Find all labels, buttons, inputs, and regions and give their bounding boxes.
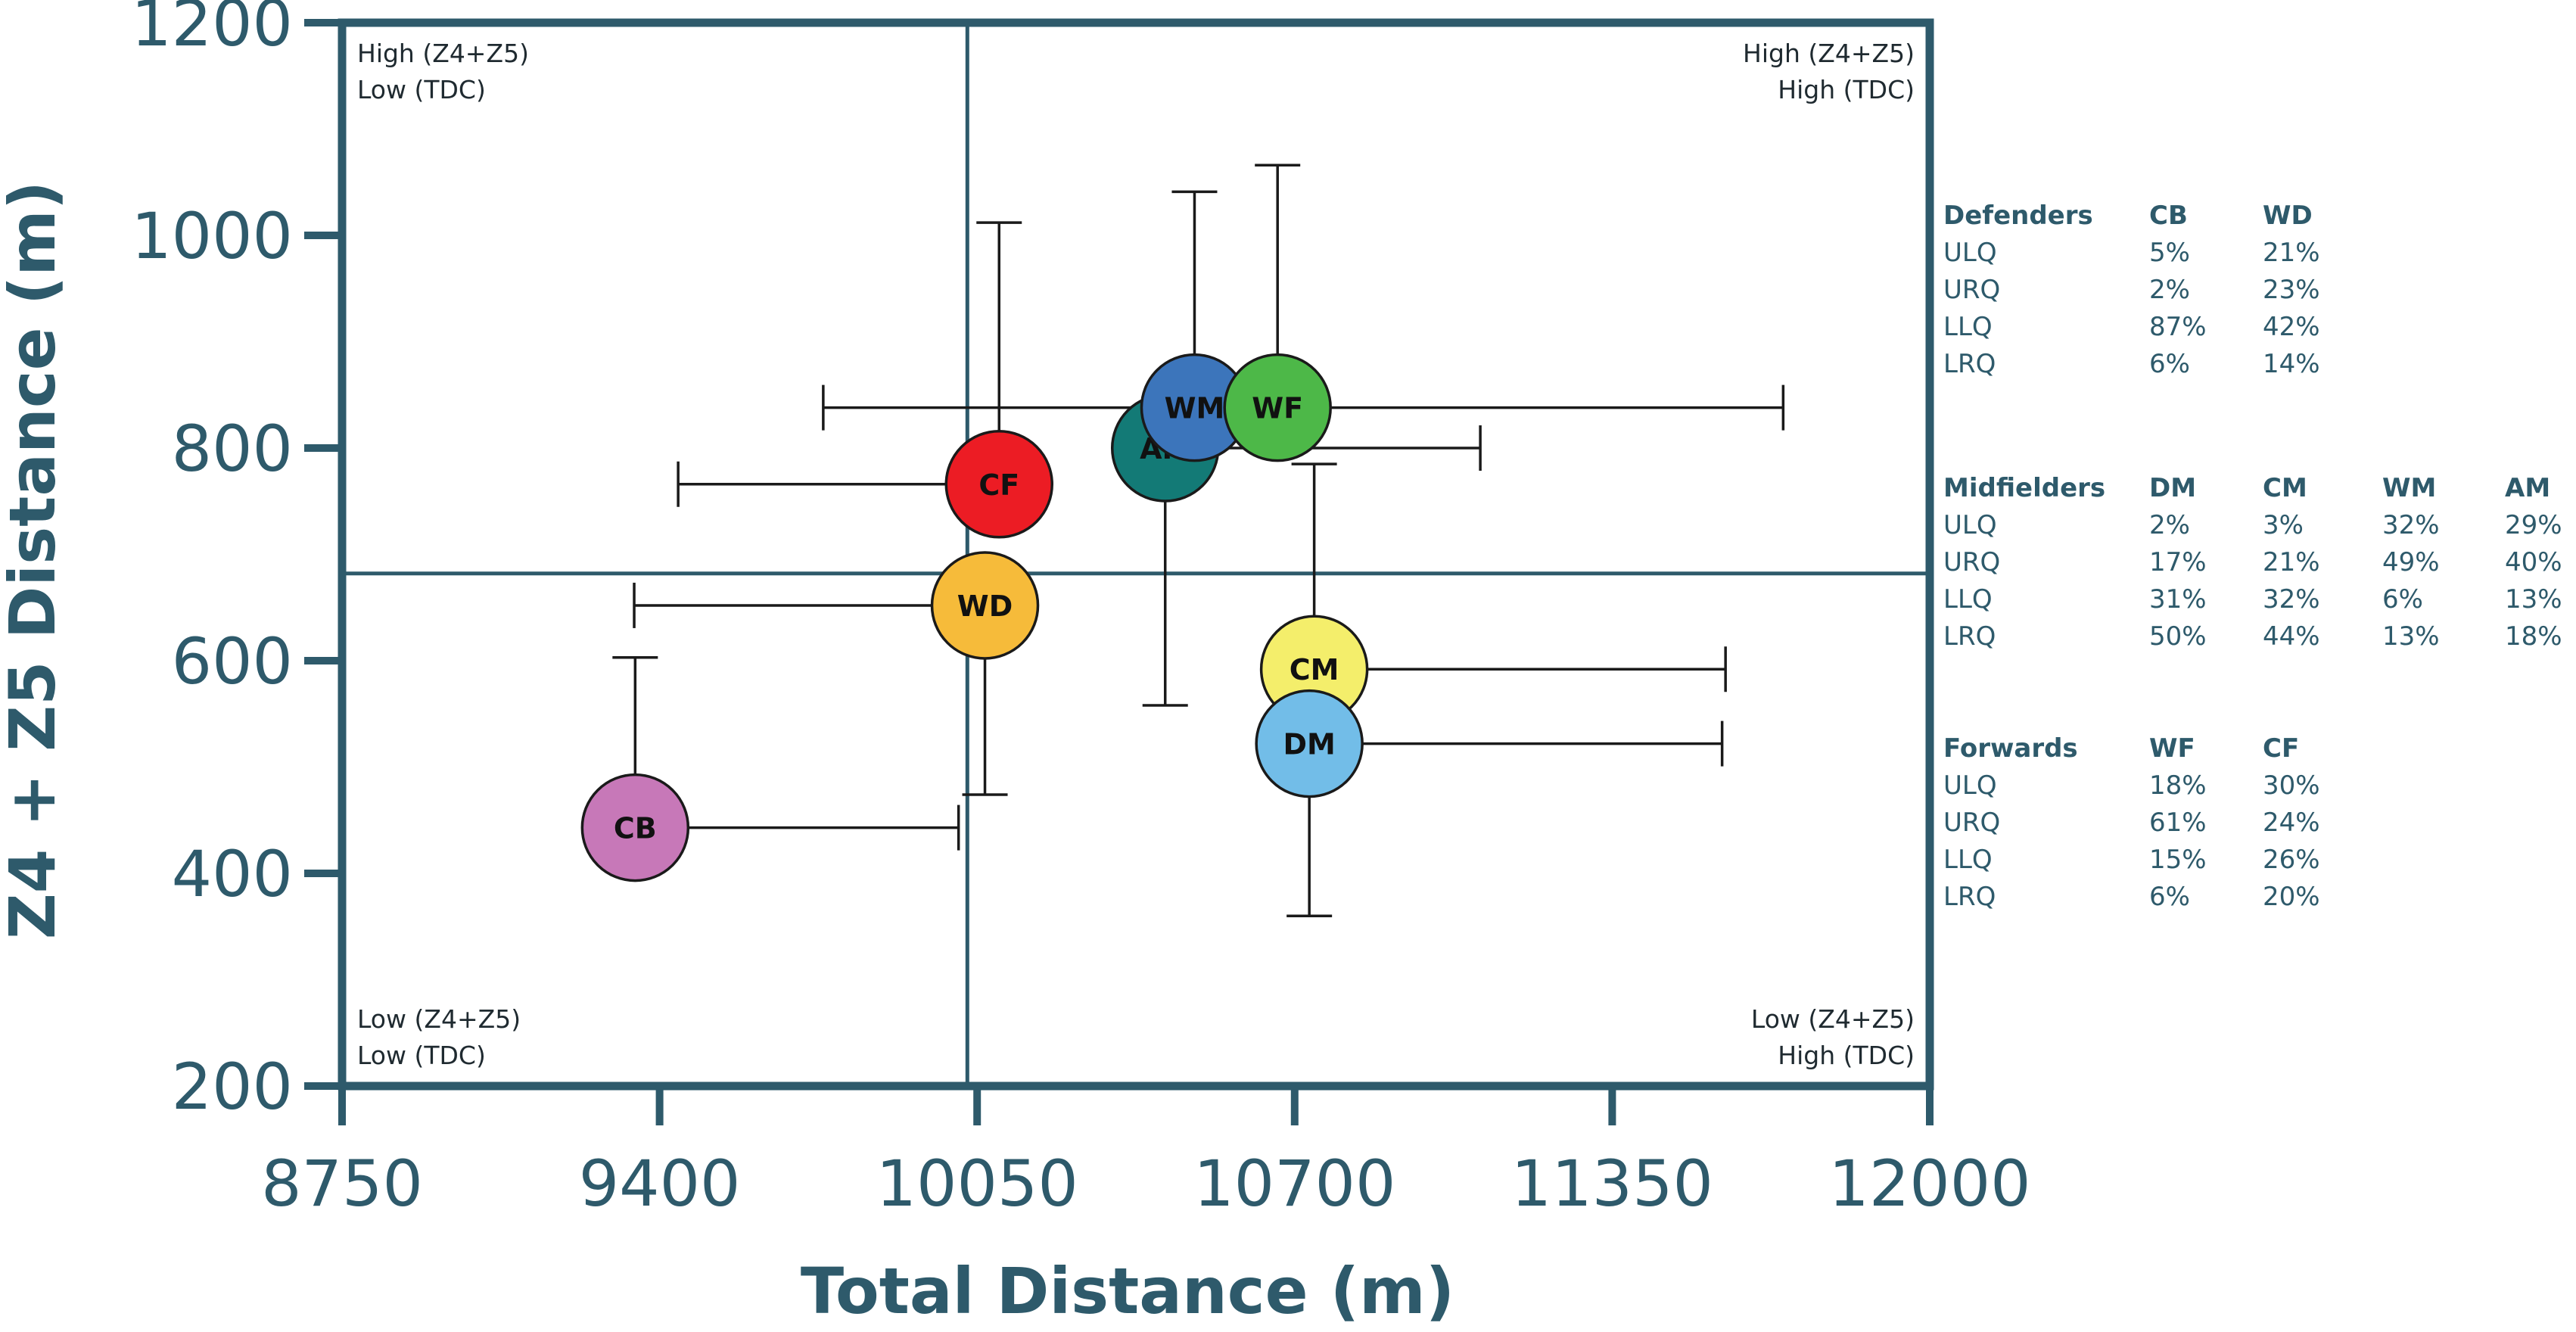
table-cell: 49%: [2382, 547, 2440, 577]
table-header-cell: WM: [2382, 473, 2436, 503]
table-cell: 3%: [2263, 510, 2304, 540]
table-cell: 2%: [2149, 275, 2190, 305]
plot-frame: [338, 18, 1934, 1091]
table-cell: URQ: [1943, 275, 2000, 305]
quadrant-tables: Defenders CB WD ULQ 5% 21% URQ 2% 23% LLQ 87% 42% LR…: [1943, 201, 2562, 912]
x-tick-label: 9400: [579, 1147, 741, 1221]
quadrant-labels: High (Z4+Z5) Low (TDC) High (Z4+Z5) High (T…: [357, 39, 1915, 1070]
table-cell: 40%: [2505, 547, 2562, 577]
quadrant-label-upper-right: High (TDC): [1778, 75, 1915, 104]
table-header-cell: WF: [2149, 733, 2195, 764]
table-cell: 5%: [2149, 238, 2190, 268]
table-cell: URQ: [1943, 547, 2000, 577]
x-tick-label: 10050: [876, 1147, 1078, 1221]
point-wd: [930, 551, 1040, 660]
table-header-cell: Midfielders: [1943, 473, 2105, 503]
table-cell: 17%: [2149, 547, 2207, 577]
x-tick-label: 10700: [1193, 1147, 1395, 1221]
table-cell: 6%: [2149, 882, 2190, 912]
table-header-cell: CF: [2263, 733, 2299, 764]
table-cell: 6%: [2149, 349, 2190, 379]
quadrant-label-upper-left: High (Z4+Z5): [357, 39, 529, 68]
point-cf: [944, 430, 1053, 539]
table-cell: 29%: [2505, 510, 2562, 540]
table-cell: LLQ: [1943, 584, 1993, 615]
table-cell: ULQ: [1943, 770, 1997, 801]
table-cell: 21%: [2263, 238, 2320, 268]
table-cell: 18%: [2149, 770, 2207, 801]
x-tick-label: 8750: [261, 1147, 423, 1221]
x-tick-label: 11350: [1511, 1147, 1713, 1221]
point-label-wf: WF: [1252, 392, 1303, 425]
quadrant-label-upper-left: Low (TDC): [357, 75, 486, 104]
points: CBWDCFAMWMWFCMDM: [580, 353, 1369, 882]
point-wf: [1223, 353, 1332, 462]
point-dm: [1255, 689, 1364, 798]
table-cell: 32%: [2382, 510, 2440, 540]
table-cell: 2%: [2149, 510, 2190, 540]
table-cell: 6%: [2382, 584, 2423, 615]
table-cell: 31%: [2149, 584, 2207, 615]
table-cell: 61%: [2149, 808, 2207, 838]
y-axis-title: Z4 + Z5 Distance (m): [0, 181, 70, 939]
table-cell: LRQ: [1943, 882, 1996, 912]
error-bars: [612, 163, 1785, 917]
tick-layer: 8750 9400 10050 10700 11350 12000 200 400 600 800…: [131, 0, 2030, 1221]
y-tick-label: 400: [172, 837, 293, 911]
table-cell: 21%: [2263, 547, 2320, 577]
point-label-dm: DM: [1283, 728, 1335, 761]
x-axis-title: Total Distance (m): [801, 1254, 1454, 1328]
table-cell: 13%: [2505, 584, 2562, 615]
table-cell: 26%: [2263, 845, 2320, 875]
table-cell: 32%: [2263, 584, 2320, 615]
table-cell: 18%: [2505, 621, 2562, 652]
table-cell: 23%: [2263, 275, 2320, 305]
point-label-cm: CM: [1290, 653, 1339, 686]
quadrant-label-lower-right: Low (Z4+Z5): [1751, 1004, 1915, 1034]
table-cell: ULQ: [1943, 238, 1997, 268]
table-cell: 20%: [2263, 882, 2320, 912]
table-cell: 30%: [2263, 770, 2320, 801]
table-cell: 50%: [2149, 621, 2207, 652]
y-tick-label: 600: [172, 624, 293, 699]
table-header-cell: WD: [2263, 201, 2313, 231]
table-cell: 24%: [2263, 808, 2320, 838]
point-label-wm: WM: [1165, 392, 1225, 425]
table-cell: LLQ: [1943, 845, 1993, 875]
y-tick-label: 1200: [131, 0, 293, 61]
point-cb: [580, 773, 690, 882]
quadrant-label-lower-left: Low (TDC): [357, 1041, 486, 1070]
y-tick-label: 800: [172, 412, 293, 486]
quadrant-label-upper-right: High (Z4+Z5): [1743, 39, 1915, 68]
point-label-cf: CF: [978, 468, 1019, 502]
table-header-cell: Forwards: [1943, 733, 2078, 764]
table-header-cell: CB: [2149, 201, 2188, 231]
point-label-cb: CB: [614, 812, 657, 845]
table-cell: LRQ: [1943, 621, 1996, 652]
table-cell: ULQ: [1943, 510, 1997, 540]
table-cell: 87%: [2149, 312, 2207, 342]
table-header-cell: DM: [2149, 473, 2196, 503]
plot-frame-layer: [338, 18, 1934, 1091]
point-label-wd: WD: [957, 590, 1013, 623]
table-cell: 42%: [2263, 312, 2320, 342]
y-tick-label: 200: [172, 1050, 293, 1124]
table-cell: 15%: [2149, 845, 2207, 875]
table-cell: LRQ: [1943, 349, 1996, 379]
table-cell: LLQ: [1943, 312, 1993, 342]
x-tick-label: 12000: [1828, 1147, 2030, 1221]
y-tick-label: 1000: [131, 199, 293, 273]
table-header-cell: AM: [2505, 473, 2550, 503]
table-header-cell: CM: [2263, 473, 2307, 503]
table-cell: 14%: [2263, 349, 2320, 379]
table-cell: 13%: [2382, 621, 2440, 652]
quadrant-label-lower-right: High (TDC): [1778, 1041, 1915, 1070]
table-cell: URQ: [1943, 808, 2000, 838]
table-header-cell: Defenders: [1943, 201, 2093, 231]
table-cell: 44%: [2263, 621, 2320, 652]
quadrant-label-lower-left: Low (Z4+Z5): [357, 1004, 521, 1034]
